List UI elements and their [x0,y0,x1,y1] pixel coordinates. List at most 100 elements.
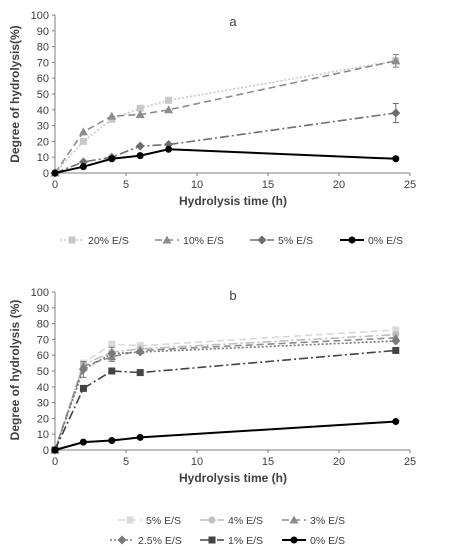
chart-b-x-tick-label: 25 [404,456,416,468]
chart-b-legend-marker [117,535,127,545]
chart-b-series-4 [51,346,400,454]
chart-b-xlabel: Hydrolysis time (h) [179,471,287,485]
chart-b-series-line [54,349,396,451]
chart-b-data-point [108,437,116,445]
chart-b-x-tick-label: 15 [262,456,274,468]
chart-a-series-line [54,60,396,174]
chart-a-legend-marker [162,235,172,244]
chart-a-legend-marker [257,235,267,245]
chart-a-y-tick-label: 80 [37,42,49,54]
chart-b-legend-label: 3% E/S [310,515,345,527]
chart-b-legend-item: 2.5% E/S [110,535,182,547]
chart-a-legend-marker [348,236,356,244]
chart-b-x-tick-label: 0 [52,456,58,468]
chart-b-legend-item: 4% E/S [200,515,263,527]
chart-b-y-tick-label: 100 [31,287,49,299]
chart-b-series-2 [50,333,401,454]
chart-a-y-tick-label: 20 [37,136,49,148]
chart-b-y-tick-label: 40 [37,382,49,394]
chart-a-y-tick-label: 100 [31,10,49,22]
chart-a-legend-label: 10% E/S [183,235,224,247]
chart-a-y-tick-label: 40 [37,105,49,117]
chart-a-y-tick-label: 50 [37,89,49,101]
chart-b-legend-marker [290,536,298,544]
chart-a-data-point [392,155,400,163]
chart-b-data-point [107,349,117,359]
chart-b-data-point [392,326,400,334]
chart-a-legend-label: 20% E/S [88,235,129,247]
chart-a-ylabel: Degree of hydrolysis(%) [8,25,22,162]
chart-a-y-tick-label: 30 [37,121,49,133]
chart-b-y-tick-label: 70 [37,334,49,346]
chart-b-y-tick-label: 30 [37,398,49,410]
chart-b-data-point [392,346,400,354]
chart-b-data-point [136,433,144,441]
chart-b-data-point [78,364,88,374]
chart-b-data-point [108,340,116,348]
chart-b-y-tick-label: 50 [37,366,49,378]
chart-b-legend-label: 2.5% E/S [138,535,182,547]
chart-a-y-tick-label: 0 [43,168,49,180]
chart-a-data-point [79,163,87,171]
chart-b-series-line [54,420,396,451]
chart-a-legend-item: 0% E/S [340,235,403,247]
chart-a-x-tick-label: 25 [404,179,416,191]
chart-b-title: b [229,288,236,303]
chart-b-legend-label: 5% E/S [146,515,181,527]
chart-b-x-tick-label: 20 [333,456,345,468]
chart-a-x-tick-label: 5 [123,179,129,191]
chart-b-ylabel: Degree of hydrolysis (%) [8,300,22,441]
chart-a-data-point [135,110,145,119]
chart-a-series-2 [50,102,401,178]
chart-b-y-tick-label: 60 [37,350,49,362]
chart-b-data-point [392,418,400,426]
chart-a: a Degree of hydrolysis(%) Hydrolysis tim… [8,10,416,247]
chart-b-legend-label: 1% E/S [228,535,263,547]
chart-b-x-tick-label: 5 [123,456,129,468]
chart-a-x-tick-label: 20 [333,179,345,191]
chart-a-y-tick-label: 90 [37,26,49,38]
chart-a-y-tick-label: 70 [37,57,49,69]
chart-b-legend-marker [289,515,299,524]
chart-a-data-point [135,141,145,151]
chart-b-data-point [135,347,145,357]
chart-b-legend-marker [208,516,216,524]
chart-b-legend-item: 5% E/S [118,515,181,527]
chart-a-data-point [391,108,401,118]
chart-a-series-line [54,148,396,174]
chart-a-data-point [79,137,87,145]
chart-b-data-point [108,367,116,375]
chart-a-data-point [165,96,173,104]
chart-b-data-point [79,384,87,392]
chart-a-title: a [229,14,237,29]
chart-b-y-tick-label: 90 [37,303,49,315]
chart-b-data-point [79,438,87,446]
chart-a-data-point [108,155,116,163]
chart-b-series-line [54,340,396,451]
chart-b-data-point [391,336,401,346]
chart-a-legend-item: 20% E/S [60,235,129,247]
chart-b-legend-item: 1% E/S [200,535,263,547]
chart-a-legend-label: 0% E/S [368,235,403,247]
chart-b-legend-item: 3% E/S [282,515,345,527]
chart-a-y-tick-label: 60 [37,73,49,85]
chart-b-legend-marker [208,536,216,544]
chart-b-series-5 [51,418,400,454]
chart-b-data-point [136,369,144,377]
chart-b-y-tick-label: 80 [37,319,49,331]
chart-a-x-tick-label: 0 [52,179,58,191]
chart-a-legend-item: 10% E/S [155,235,224,247]
chart-a-legend-item: 5% E/S [250,235,313,247]
chart-b: b Degree of hydrolysis (%) Hydrolysis ti… [8,287,416,547]
chart-a-legend-label: 5% E/S [278,235,313,247]
chart-a-x-tick-label: 10 [191,179,203,191]
chart-b-series-3 [50,336,401,455]
chart-b-legend-marker [126,516,134,524]
chart-b-legend-label: 0% E/S [310,535,345,547]
chart-b-data-point [51,446,59,454]
chart-b-series-line [54,337,396,451]
chart-b-legend-label: 4% E/S [228,515,263,527]
chart-a-data-point [391,56,401,65]
chart-a-xlabel: Hydrolysis time (h) [179,194,287,208]
chart-a-data-point [136,152,144,160]
